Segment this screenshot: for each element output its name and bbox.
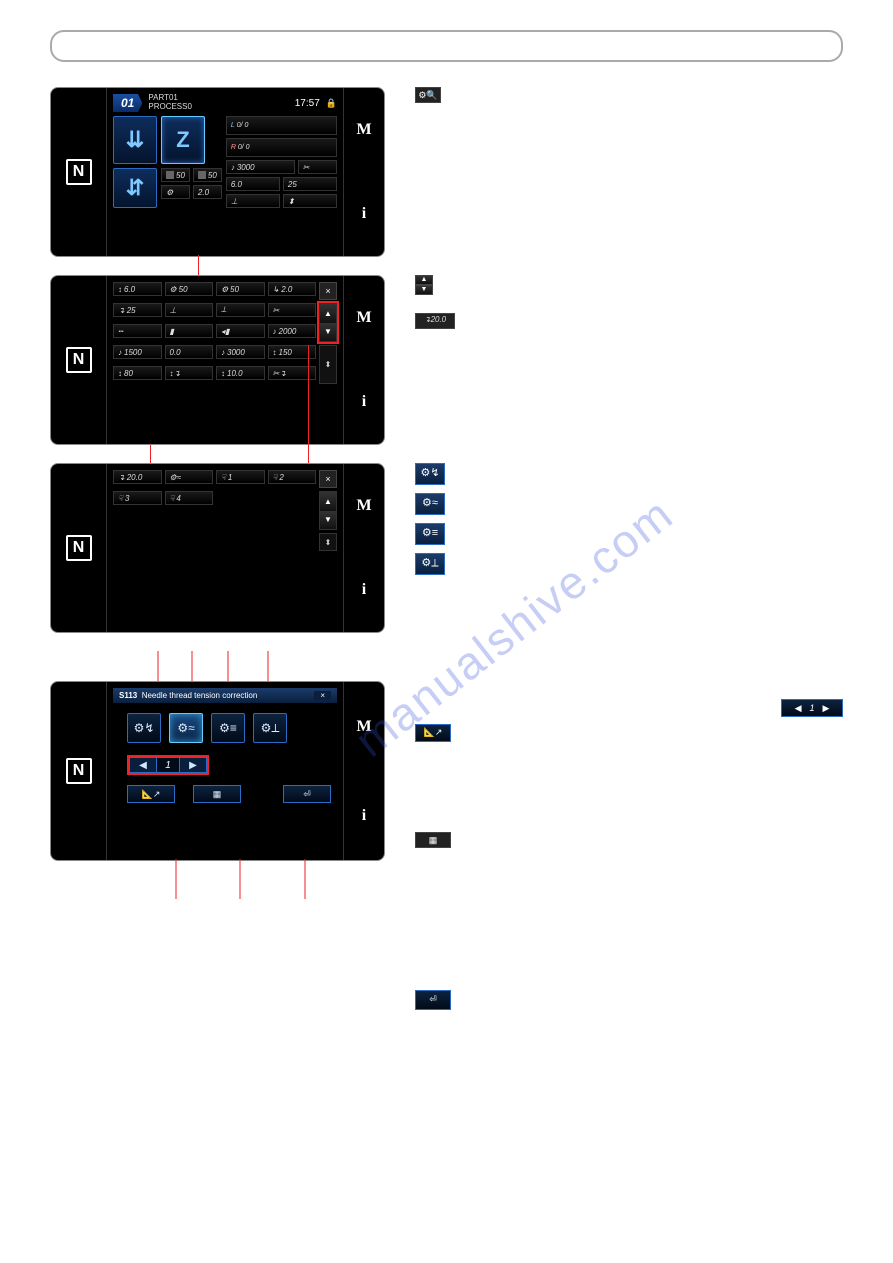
- tc-condense-button[interactable]: ⚙↯: [127, 713, 161, 743]
- param-g[interactable]: ⬍: [283, 194, 337, 208]
- counter-l: L 0/ 0: [226, 116, 337, 135]
- inline-enter: ⏎: [415, 990, 451, 1010]
- inline-keypad: ▦: [415, 832, 451, 848]
- scroll-up[interactable]: ▲: [320, 492, 336, 511]
- p-e2[interactable]: ↕↴: [165, 366, 214, 380]
- lock-icon: 🔒: [326, 98, 337, 109]
- info-button[interactable]: i: [362, 581, 366, 599]
- p-e1[interactable]: ↕ 80: [113, 366, 162, 380]
- scroll-arrows[interactable]: ▲ ▼: [319, 491, 337, 530]
- info-button[interactable]: i: [362, 807, 366, 825]
- pattern-button[interactable]: Z: [161, 116, 205, 164]
- mode-button[interactable]: M: [356, 121, 371, 139]
- mode-button[interactable]: M: [356, 718, 371, 736]
- title-bar: S113 Needle thread tension correction ×: [113, 688, 337, 703]
- keypad-button[interactable]: ▦: [193, 785, 241, 803]
- enter-button[interactable]: ⏎: [283, 785, 331, 803]
- param-b[interactable]: 50: [193, 168, 222, 182]
- p3-a4[interactable]: ☟ 2: [268, 470, 317, 484]
- nav-next[interactable]: ▶: [179, 757, 207, 773]
- nav-prev[interactable]: ◀: [129, 757, 157, 773]
- p-d3[interactable]: ♪3000: [216, 345, 265, 359]
- param-e[interactable]: 25: [283, 177, 337, 191]
- param-f[interactable]: ⊥: [226, 194, 280, 208]
- p-d2[interactable]: 0.0: [165, 345, 214, 359]
- p3-b2[interactable]: ☟ 4: [165, 491, 214, 505]
- tc-custom1-button[interactable]: ⚙≡: [211, 713, 245, 743]
- tc-icon-1: ⚙↯: [415, 463, 445, 485]
- p3-b1[interactable]: ☟ 3: [113, 491, 162, 505]
- scroll-up[interactable]: ▲: [320, 304, 336, 323]
- nfc-strip: N: [51, 88, 106, 256]
- inline-nav: ◀1▶: [781, 699, 843, 717]
- tc-icon-4: ⚙⟂: [415, 553, 445, 575]
- inline-teach: 📐↗: [415, 724, 451, 742]
- p-b1[interactable]: ↴ 25: [113, 303, 162, 317]
- p-b4[interactable]: ✂: [268, 303, 317, 317]
- p-e3[interactable]: ↕10.0: [216, 366, 265, 380]
- p-c4[interactable]: ♪2000: [268, 324, 317, 338]
- nfc-icon: N: [66, 535, 92, 561]
- panel-sewing-screen: N 01 PART01 PROCESS0 17:57 🔒 ⇊: [50, 87, 385, 257]
- scroll-inline-icon: ▲▼: [415, 275, 433, 295]
- param-d[interactable]: 6.0: [226, 177, 280, 191]
- p-feed[interactable]: ↕ 6.0: [113, 282, 162, 296]
- page-nav[interactable]: ◀ 1 ▶: [127, 755, 209, 775]
- bar-code: S113: [119, 691, 137, 700]
- search-inline-icon: ⚙🔍: [415, 87, 441, 103]
- p-c3[interactable]: ◂▮: [216, 324, 265, 338]
- tc-reverse-button[interactable]: ⚙≈: [169, 713, 203, 743]
- tc-icon-3: ⚙≡: [415, 523, 445, 545]
- p-a1[interactable]: ⚙ 50: [165, 282, 214, 296]
- nfc-icon: N: [66, 758, 92, 784]
- program-title: PART01 PROCESS0: [148, 94, 288, 112]
- info-button[interactable]: i: [362, 393, 366, 411]
- p-c1[interactable]: ┅: [113, 324, 162, 338]
- p3-a3[interactable]: ☟ 1: [216, 470, 265, 484]
- reverse-end-button[interactable]: ⇵: [113, 168, 157, 208]
- param-search[interactable]: ⚙: [161, 185, 190, 199]
- p3-a2[interactable]: ⚙≈: [165, 470, 214, 484]
- p-a2[interactable]: ⚙ 50: [216, 282, 265, 296]
- info-button[interactable]: i: [362, 205, 366, 223]
- scroll-down[interactable]: ▼: [320, 511, 336, 530]
- height-button[interactable]: ⬍: [319, 345, 337, 384]
- bar-text: Needle thread tension correction: [142, 691, 258, 700]
- scroll-arrows[interactable]: ▲ ▼: [319, 303, 337, 342]
- program-number[interactable]: 01: [113, 94, 142, 112]
- param-a[interactable]: 50: [161, 168, 190, 182]
- tc-icon-2: ⚙≈: [415, 493, 445, 515]
- param-c[interactable]: 2.0: [193, 185, 222, 199]
- p-c2[interactable]: ▮: [165, 324, 214, 338]
- p-b2[interactable]: ⊥: [165, 303, 214, 317]
- close-icon: ×: [325, 286, 330, 296]
- scroll-down[interactable]: ▼: [320, 323, 336, 342]
- clock: 17:57: [295, 98, 320, 109]
- search-icon: ⚙: [166, 188, 173, 197]
- p-a3[interactable]: ↳ 2.0: [268, 282, 317, 296]
- mode-button[interactable]: M: [356, 309, 371, 327]
- nav-page: 1: [157, 757, 179, 773]
- panel-edit-list-1: N ↕ 6.0 ⚙ 50 ⚙ 50 ↳ 2.0 × ↴ 25 ⊥ ⟂ ✂ ▲ ▼: [50, 275, 385, 445]
- close-button[interactable]: ×: [319, 282, 337, 300]
- tc-custom2-button[interactable]: ⚙⟂: [253, 713, 287, 743]
- mode-button[interactable]: M: [356, 497, 371, 515]
- height-button[interactable]: ⬍: [319, 533, 337, 551]
- nfc-icon: N: [66, 159, 92, 185]
- reverse-start-button[interactable]: ⇊: [113, 116, 157, 164]
- trim-icon[interactable]: ✂: [298, 160, 337, 174]
- p3-a1[interactable]: ↴ 20.0: [113, 470, 162, 484]
- teach-button[interactable]: 📐↗: [127, 785, 175, 803]
- counter-r: R 0/ 0: [226, 138, 337, 157]
- panel-tension-correction: N S113 Needle thread tension correction …: [50, 681, 385, 861]
- close-button[interactable]: ×: [314, 691, 331, 700]
- p-b3[interactable]: ⟂: [216, 303, 265, 317]
- value-inline: ↴ 20.0: [415, 313, 455, 329]
- nfc-icon: N: [66, 347, 92, 373]
- panel-edit-list-2: N ↴ 20.0 ⚙≈ ☟ 1 ☟ 2 × ☟ 3 ☟ 4 ▲ ▼: [50, 463, 385, 633]
- close-button[interactable]: ×: [319, 470, 337, 488]
- p-d1[interactable]: ♪1500: [113, 345, 162, 359]
- rounded-header-box: [50, 30, 843, 62]
- speed[interactable]: ♪3000: [226, 160, 295, 174]
